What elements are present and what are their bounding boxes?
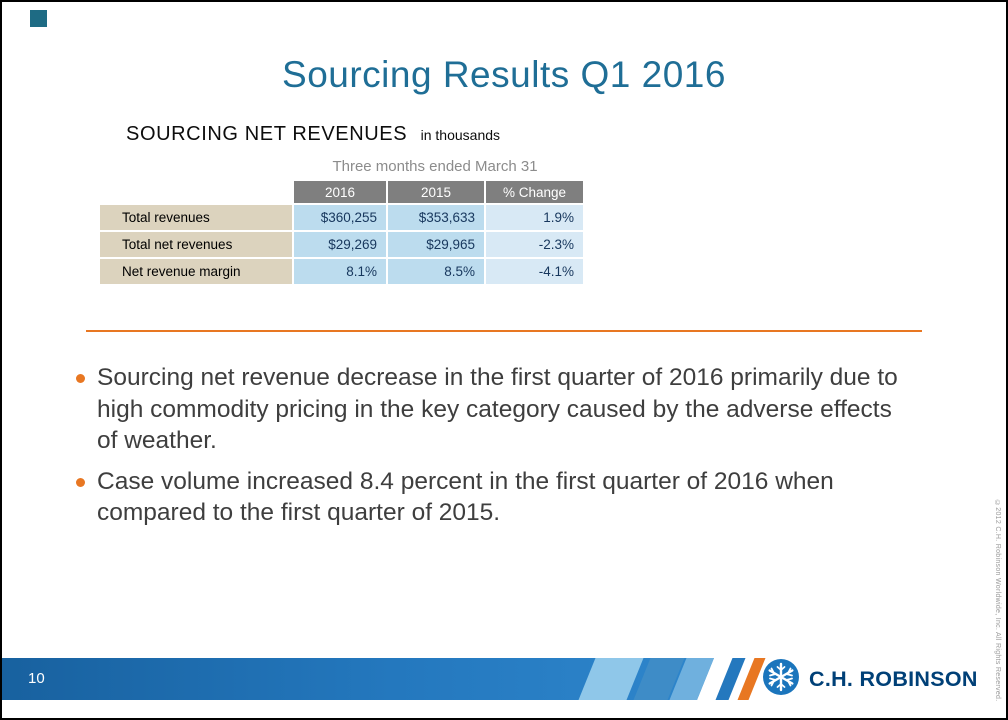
table-corner-spacer xyxy=(100,181,292,203)
corner-accent-square xyxy=(30,10,47,27)
footer-bar-main xyxy=(2,658,714,700)
table-cell: $353,633 xyxy=(388,205,484,230)
table-cell: -4.1% xyxy=(486,259,583,284)
bullet-list: Sourcing net revenue decrease in the fir… xyxy=(74,362,919,538)
row-label-net-revenue-margin: Net revenue margin xyxy=(100,259,292,284)
footer-bar: 10 xyxy=(2,658,1006,700)
column-header-2015: 2015 xyxy=(388,181,484,203)
table-cell: $360,255 xyxy=(294,205,386,230)
column-header-2016: 2016 xyxy=(294,181,386,203)
company-logo: C.H. ROBINSON xyxy=(762,658,978,701)
copyright-notice: ©2012 C.H. Robinson Worldwide, Inc. All … xyxy=(994,500,1001,702)
row-label-total-revenues: Total revenues xyxy=(100,205,292,230)
table-cell: 1.9% xyxy=(486,205,583,230)
table-cell: 8.1% xyxy=(294,259,386,284)
table-cell: 8.5% xyxy=(388,259,484,284)
bullet-icon xyxy=(76,374,85,383)
table-cell: $29,965 xyxy=(388,232,484,257)
snowflake-logo-icon xyxy=(762,658,800,701)
bullet-item: Case volume increased 8.4 percent in the… xyxy=(74,466,919,529)
page-number: 10 xyxy=(28,670,45,687)
page-title: Sourcing Results Q1 2016 xyxy=(282,54,726,95)
footer-stripe-light-blue xyxy=(579,658,644,700)
sourcing-net-revenues-table: 2016 2015 % Change Total revenues $360,2… xyxy=(100,181,583,284)
bullet-text: Case volume increased 8.4 percent in the… xyxy=(97,467,834,527)
bullet-item: Sourcing net revenue decrease in the fir… xyxy=(74,362,919,457)
logo-wordmark: C.H. ROBINSON xyxy=(809,666,978,691)
table-period-label: Three months ended March 31 xyxy=(332,158,538,175)
table-section-heading: SOURCING NET REVENUES in thousands xyxy=(126,123,500,146)
bullet-text: Sourcing net revenue decrease in the fir… xyxy=(97,364,898,454)
section-heading-text: SOURCING NET REVENUES xyxy=(126,123,408,145)
orange-divider-line xyxy=(86,330,922,332)
section-heading-note: in thousands xyxy=(420,127,501,143)
table-cell: $29,269 xyxy=(294,232,386,257)
table-cell: -2.3% xyxy=(486,232,583,257)
row-label-total-net-revenues: Total net revenues xyxy=(100,232,292,257)
column-header-pct-change: % Change xyxy=(486,181,583,203)
bullet-icon xyxy=(76,477,85,487)
